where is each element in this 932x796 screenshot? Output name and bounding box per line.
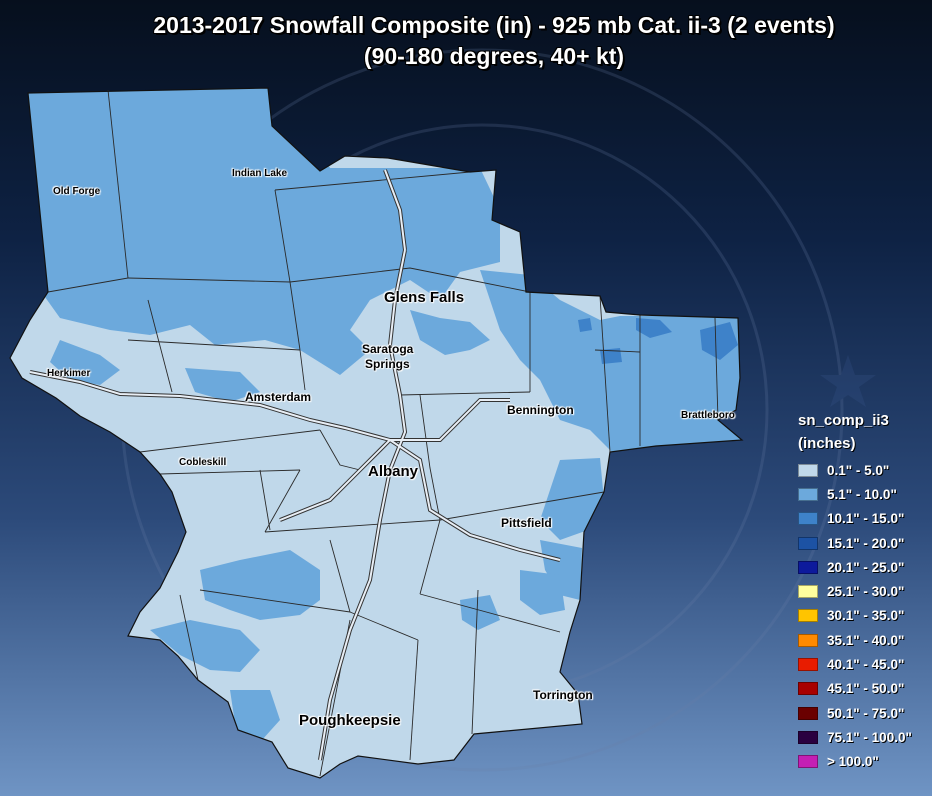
legend-item: 5.1" - 10.0" [798,482,912,506]
legend-label: 50.1" - 75.0" [827,705,905,721]
snowfall-zones-5-10 [20,88,742,740]
legend-swatch [798,658,818,672]
city-label-torrington: Torrington [533,688,593,702]
legend-item: > 100.0" [798,750,912,774]
city-label-brattleboro: Brattleboro [681,410,735,421]
snowfall-zones-10-15 [578,318,738,364]
legend-label: 5.1" - 10.0" [827,486,897,502]
legend-swatch [798,463,818,477]
city-label-poughkeepsie: Poughkeepsie [299,712,401,729]
city-label-indian-lake: Indian Lake [232,168,288,179]
legend-label: 10.1" - 15.0" [827,511,905,527]
legend-item: 30.1" - 35.0" [798,604,912,628]
city-label-amsterdam: Amsterdam [245,390,312,404]
legend-item: 40.1" - 45.0" [798,652,912,676]
city-label-saratoga: Saratoga [362,342,414,356]
legend-swatch [798,730,818,744]
legend-item: 45.1" - 50.0" [798,677,912,701]
legend-swatch [798,487,818,501]
highways [29,169,561,761]
legend-swatch [798,609,818,623]
legend-item: 10.1" - 15.0" [798,507,912,531]
county-boundaries [47,89,719,777]
city-label-glens-falls: Glens Falls [384,289,465,306]
region-outline [9,87,744,779]
city-label-pittsfield: Pittsfield [501,516,552,530]
legend-item: 75.1" - 100.0" [798,725,912,749]
legend-item: 0.1" - 5.0" [798,458,912,482]
legend-swatch [798,633,818,647]
legend-label: 25.1" - 30.0" [827,584,905,600]
city-label-springs: Springs [365,357,410,371]
legend-item: 35.1" - 40.0" [798,628,912,652]
map-legend: sn_comp_ii3 (inches) 0.1" - 5.0" 5.1" - 1… [798,412,912,774]
map-subtitle: (90-180 degrees, 40+ kt) [363,43,625,69]
legend-swatch [798,536,818,550]
legend-swatch [798,512,818,526]
legend-label: 75.1" - 100.0" [827,729,912,745]
legend-label: 45.1" - 50.0" [827,681,905,697]
legend-item: 20.1" - 25.0" [798,555,912,579]
legend-swatch [798,755,818,769]
city-label-cobleskill: Cobleskill [179,457,227,468]
legend-swatch [798,560,818,574]
city-label-albany: Albany [368,463,419,480]
legend-label: 40.1" - 45.0" [827,657,905,673]
city-label-herkimer: Herkimer [47,368,91,379]
legend-item: 15.1" - 20.0" [798,531,912,555]
map-title: 2013-2017 Snowfall Composite (in) - 925 … [153,12,835,38]
legend-units: (inches) [798,435,856,452]
legend-swatch [798,706,818,720]
city-label-old-forge: Old Forge [53,186,101,197]
legend-label: 0.1" - 5.0" [827,462,890,478]
legend-label: 20.1" - 25.0" [827,559,905,575]
legend-swatch [798,682,818,696]
legend-swatch [798,585,818,599]
legend-item: 50.1" - 75.0" [798,701,912,725]
legend-items: 0.1" - 5.0" 5.1" - 10.0" 10.1" - 15.0" 15.1… [798,458,912,774]
legend-label: 30.1" - 35.0" [827,608,905,624]
legend-label: 15.1" - 20.0" [827,535,905,551]
legend-label: > 100.0" [827,754,879,770]
legend-title: sn_comp_ii3 [798,412,889,429]
city-label-bennington: Bennington [507,403,574,417]
legend-item: 25.1" - 30.0" [798,579,912,603]
legend-label: 35.1" - 40.0" [827,632,905,648]
